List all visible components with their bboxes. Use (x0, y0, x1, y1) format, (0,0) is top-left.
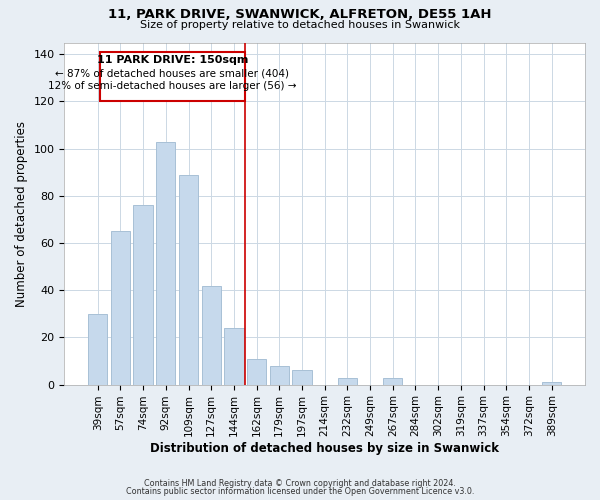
FancyBboxPatch shape (100, 52, 245, 102)
Bar (224, 328, 244, 384)
Text: Contains HM Land Registry data © Crown copyright and database right 2024.: Contains HM Land Registry data © Crown c… (144, 478, 456, 488)
Bar (179, 174, 198, 384)
Bar (88, 314, 107, 384)
Text: ← 87% of detached houses are smaller (404): ← 87% of detached houses are smaller (40… (55, 68, 289, 78)
Bar (383, 378, 403, 384)
Bar (338, 378, 357, 384)
Text: Contains public sector information licensed under the Open Government Licence v3: Contains public sector information licen… (126, 487, 474, 496)
Bar (156, 142, 175, 384)
Bar (542, 382, 562, 384)
Bar (247, 358, 266, 384)
Bar (292, 370, 311, 384)
Text: 11 PARK DRIVE: 150sqm: 11 PARK DRIVE: 150sqm (97, 55, 248, 65)
Text: Size of property relative to detached houses in Swanwick: Size of property relative to detached ho… (140, 20, 460, 30)
X-axis label: Distribution of detached houses by size in Swanwick: Distribution of detached houses by size … (150, 442, 499, 455)
Bar (111, 231, 130, 384)
Bar (133, 206, 153, 384)
Text: 12% of semi-detached houses are larger (56) →: 12% of semi-detached houses are larger (… (48, 81, 296, 91)
Text: 11, PARK DRIVE, SWANWICK, ALFRETON, DE55 1AH: 11, PARK DRIVE, SWANWICK, ALFRETON, DE55… (108, 8, 492, 20)
Bar (202, 286, 221, 384)
Bar (269, 366, 289, 384)
Y-axis label: Number of detached properties: Number of detached properties (15, 120, 28, 306)
